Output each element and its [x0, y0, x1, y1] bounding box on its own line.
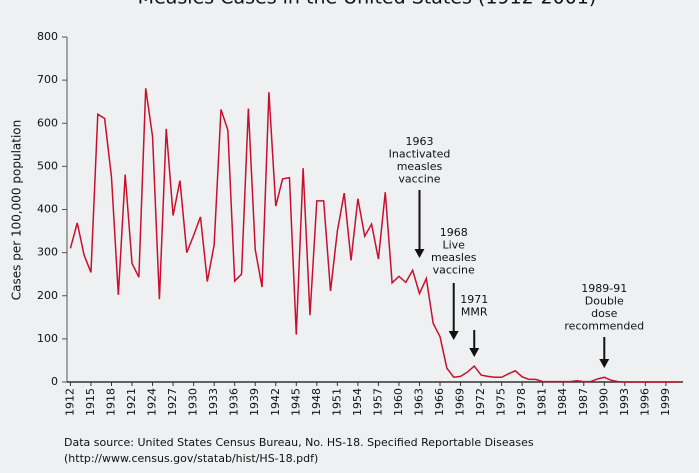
x-tick-label: 1936 — [228, 388, 241, 416]
arrow-head — [469, 348, 480, 357]
x-tick-label: 1927 — [166, 388, 179, 416]
y-tick-label: 400 — [37, 203, 58, 216]
x-tick-label: 1993 — [618, 388, 631, 416]
annotation-text: Inactivated — [389, 148, 451, 161]
x-tick-label: 1978 — [515, 388, 528, 416]
arrow-head — [599, 359, 610, 368]
x-tick-label: 1969 — [454, 388, 467, 416]
x-tick-label: 1996 — [638, 388, 651, 416]
data-line — [69, 88, 680, 383]
x-tick-label: 1924 — [146, 388, 159, 416]
x-tick-label: 1942 — [269, 388, 282, 416]
y-tick-label: 200 — [37, 289, 58, 302]
y-tick-label: 0 — [51, 375, 58, 388]
arrow-head — [448, 331, 459, 340]
y-tick-label: 800 — [37, 30, 58, 43]
annotation-text: measles — [397, 160, 443, 173]
annotation-text: 1971 — [460, 293, 488, 306]
x-tick-label: 1915 — [84, 388, 97, 416]
x-tick-label: 1987 — [577, 388, 590, 416]
arrow-head — [414, 249, 425, 258]
x-tick-label: 1999 — [659, 388, 672, 416]
x-tick-label: 1921 — [125, 388, 138, 416]
x-tick-label: 1981 — [536, 388, 549, 416]
annotation-text: MMR — [461, 306, 488, 319]
x-tick-label: 1990 — [597, 388, 610, 416]
source-text: (http://www.census.gov/statab/hist/HS-18… — [64, 452, 318, 465]
source-text: Data source: United States Census Bureau… — [64, 436, 534, 449]
x-tick-label: 1918 — [104, 388, 117, 416]
x-tick-label: 1954 — [351, 388, 364, 416]
x-tick-label: 1939 — [248, 388, 261, 416]
x-tick-label: 1972 — [474, 388, 487, 416]
x-tick-label: 1948 — [310, 388, 323, 416]
y-tick-label: 100 — [37, 332, 58, 345]
x-tick-label: 1960 — [392, 388, 405, 416]
y-tick-label: 600 — [37, 116, 58, 129]
annotation-text: Double — [585, 295, 624, 308]
x-tick-label: 1945 — [289, 388, 302, 416]
annotation-text: recommended — [564, 320, 644, 333]
chart-title: Measles Cases in the United States (1912… — [138, 0, 597, 9]
y-tick-label: 500 — [37, 159, 58, 172]
annotation-text: 1968 — [440, 226, 468, 239]
x-tick-label: 1963 — [412, 388, 425, 416]
annotation-text: 1989-91 — [581, 282, 627, 295]
annotation-text: dose — [591, 307, 617, 320]
annotation-text: 1963 — [405, 135, 433, 148]
y-axis-label: Cases per 100,000 population — [10, 120, 24, 300]
x-tick-label: 1951 — [330, 388, 343, 416]
x-tick-label: 1984 — [556, 388, 569, 416]
annotation-text: vaccine — [433, 264, 475, 277]
x-tick-label: 1975 — [495, 388, 508, 416]
x-tick-label: 1930 — [187, 388, 200, 416]
y-tick-label: 700 — [37, 73, 58, 86]
annotation-text: measles — [431, 251, 477, 264]
annotation-text: vaccine — [398, 173, 440, 186]
x-tick-label: 1912 — [63, 388, 76, 416]
x-tick-label: 1933 — [207, 388, 220, 416]
annotation-text: Live — [442, 239, 465, 252]
y-tick-label: 300 — [37, 246, 58, 259]
x-tick-label: 1966 — [433, 388, 446, 416]
x-tick-label: 1957 — [371, 388, 384, 416]
